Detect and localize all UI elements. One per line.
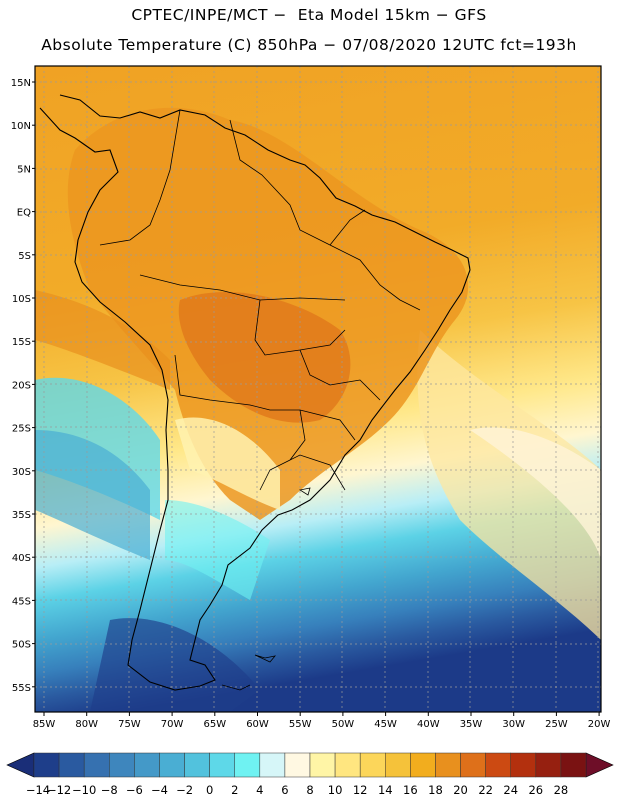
colorbar-label: 16 (403, 783, 418, 797)
lon-label: 50W (332, 719, 355, 730)
colorbar-label: −6 (126, 783, 143, 797)
lon-label: 70W (161, 719, 184, 730)
lat-label: 40S (12, 553, 31, 564)
colorbar-swatch (485, 752, 511, 778)
colorbar-label: 8 (306, 783, 313, 797)
colorbar-swatch (109, 752, 135, 778)
lon-label: 25W (545, 719, 568, 730)
colorbar-high-arrow (585, 752, 614, 778)
lon-label: 55W (289, 719, 312, 730)
colorbar-swatch (259, 752, 286, 778)
lon-label: 85W (33, 719, 56, 730)
lon-label: 30W (502, 719, 525, 730)
colorbar-swatch (209, 752, 235, 778)
lat-label: 25S (12, 424, 31, 435)
colorbar-swatch (284, 752, 311, 778)
lat-label: EQ (17, 208, 31, 219)
colorbar-swatch (134, 752, 160, 778)
colorbar-label: 12 (353, 783, 368, 797)
lat-label: 15N (11, 78, 31, 89)
colorbar: −14−12 −10 −8 −6 −4 −2 0 2 4 6 8 10 12 14 16 18 20 22 24 26… (6, 752, 614, 797)
colorbar-label: −8 (101, 783, 118, 797)
lon-label: 20W (588, 719, 611, 730)
colorbar-swatch (334, 752, 361, 778)
map-field (35, 66, 601, 712)
lon-label: 65W (203, 719, 226, 730)
colorbar-label: 22 (478, 783, 493, 797)
colorbar-label: −4 (151, 783, 168, 797)
colorbar-label: 2 (231, 783, 238, 797)
title-line-1: CPTEC/INPE/MCT − Eta Model 15km − GFS (131, 6, 487, 24)
colorbar-label: 24 (503, 783, 518, 797)
map-frame (34, 65, 602, 713)
colorbar-swatch (410, 752, 436, 778)
colorbar-swatch (535, 752, 562, 778)
latitude-labels: 15N 10N 5N EQ 5S 10S 15S 20S 25S 30S 35S 40S 45S 50S 5… (11, 78, 35, 694)
colorbar-label: 20 (453, 783, 468, 797)
lon-label: 35W (460, 719, 483, 730)
lon-label: 80W (75, 719, 98, 730)
lat-label: 10N (11, 121, 31, 132)
colorbar-swatch (385, 752, 411, 778)
colorbar-swatch (33, 752, 60, 778)
lat-label: 35S (12, 510, 31, 521)
lat-label: 15S (12, 337, 31, 348)
colorbar-swatch (83, 752, 110, 778)
colorbar-label: 6 (281, 783, 288, 797)
colorbar-low-arrow (6, 752, 35, 778)
lon-label: 75W (118, 719, 141, 730)
lat-label: 10S (12, 294, 31, 305)
colorbar-swatch (58, 752, 85, 778)
lat-label: 5S (18, 251, 31, 262)
colorbar-label: −14 (26, 783, 50, 797)
colorbar-label: 26 (528, 783, 543, 797)
colorbar-label: 10 (328, 783, 343, 797)
lon-label: 40W (417, 719, 440, 730)
colorbar-label: −10 (72, 783, 96, 797)
longitude-labels: 85W 80W 75W 70W 65W 60W 55W 50W 45W 40W 35W 30W 25W 2… (33, 712, 611, 730)
lon-label: 45W (374, 719, 397, 730)
lat-label: 45S (12, 596, 31, 607)
lat-label: 30S (12, 467, 31, 478)
colorbar-swatch (359, 752, 386, 778)
graticule (35, 66, 601, 712)
lat-label: 50S (12, 640, 31, 651)
colorbar-label: −2 (176, 783, 193, 797)
colorbar-label: 0 (206, 783, 213, 797)
colorbar-label: 28 (554, 783, 569, 797)
colorbar-swatch (460, 752, 486, 778)
colorbar-swatch (159, 752, 185, 778)
colorbar-label: −12 (47, 783, 71, 797)
lat-label: 55S (12, 683, 31, 694)
lat-label: 20S (12, 380, 31, 391)
colorbar-swatch (234, 752, 261, 778)
colorbar-swatch (560, 752, 587, 778)
title-line-2: Absolute Temperature (C) 850hPa − 07/08/… (41, 36, 577, 54)
colorbar-label: 14 (378, 783, 393, 797)
colorbar-swatch (435, 752, 461, 778)
lon-label: 60W (246, 719, 269, 730)
colorbar-swatch (309, 752, 336, 778)
lat-label: 5N (17, 164, 31, 175)
colorbar-label: 4 (256, 783, 263, 797)
coastline (39, 94, 471, 691)
colorbar-swatch (184, 752, 210, 778)
colorbar-swatch (510, 752, 537, 778)
colorbar-label: 18 (428, 783, 443, 797)
